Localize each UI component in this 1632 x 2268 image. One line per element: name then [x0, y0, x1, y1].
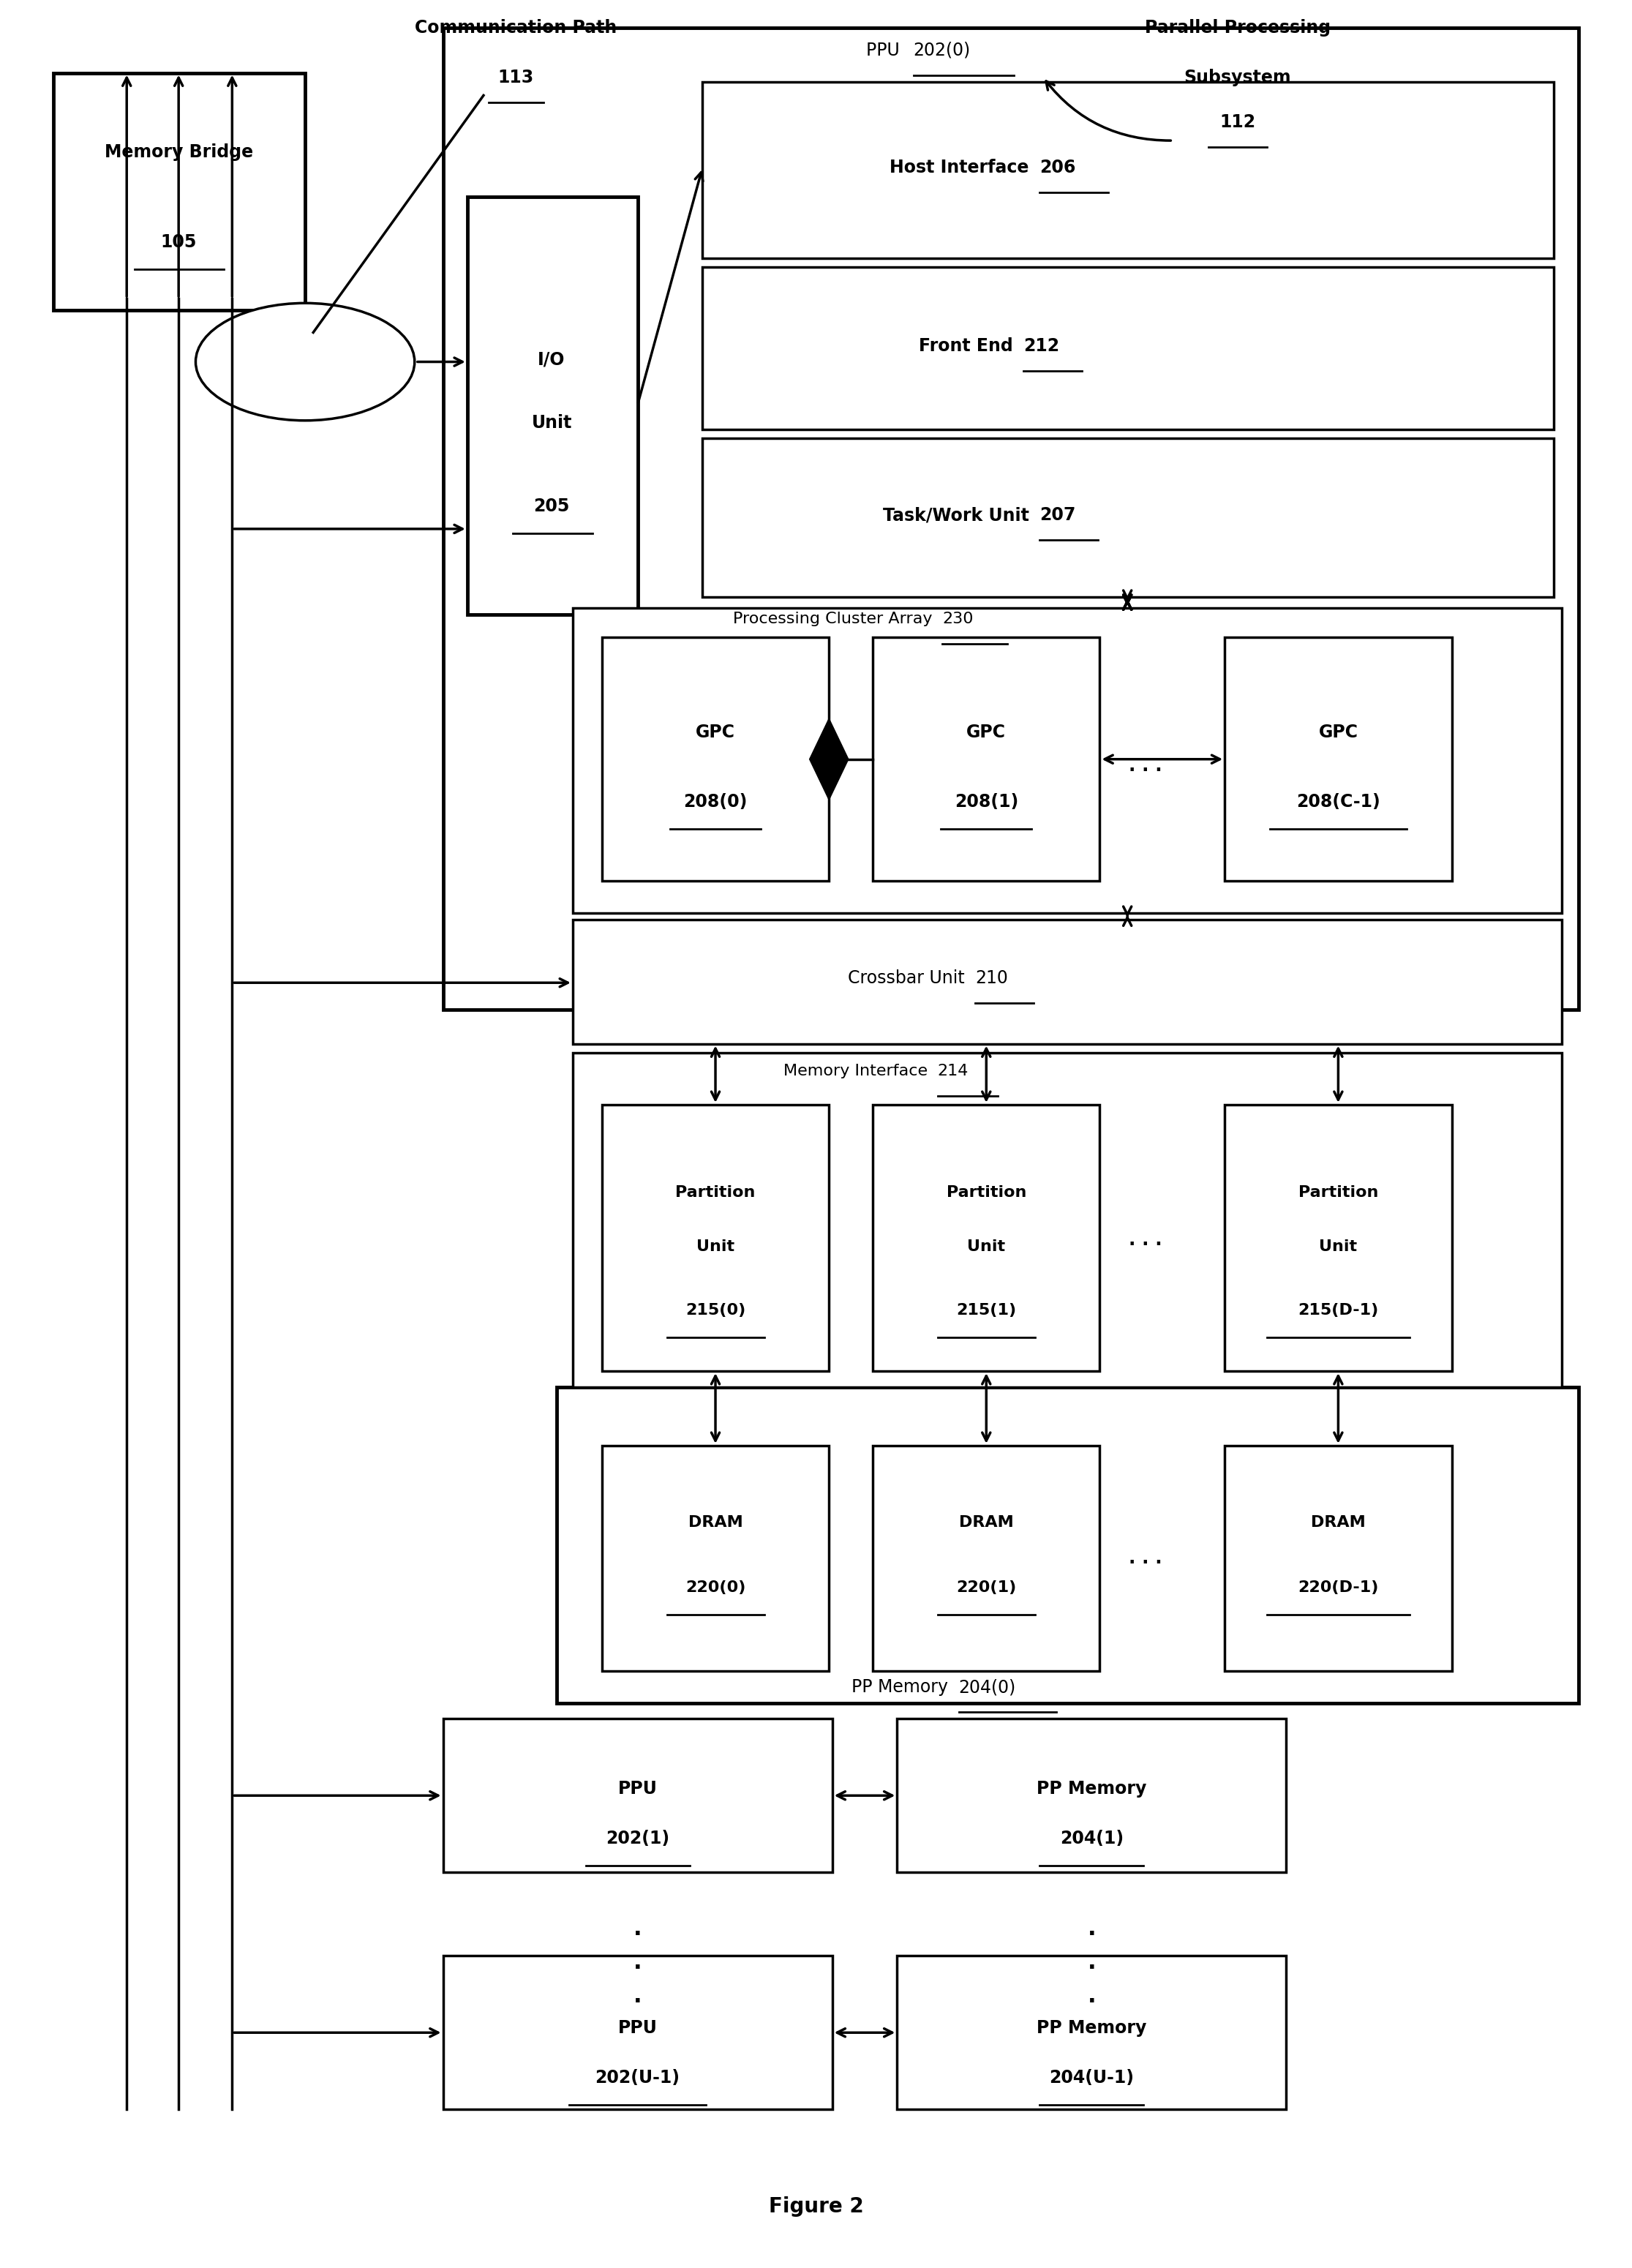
FancyBboxPatch shape: [573, 1052, 1562, 1386]
Text: DRAM: DRAM: [689, 1515, 743, 1529]
Text: 204(0): 204(0): [958, 1678, 1017, 1696]
Text: 206: 206: [1040, 159, 1075, 177]
Text: Partition: Partition: [947, 1186, 1027, 1200]
Text: 112: 112: [1219, 113, 1255, 132]
Text: .: .: [633, 1987, 641, 2007]
Text: 205: 205: [534, 497, 570, 515]
Text: Unit: Unit: [697, 1241, 734, 1254]
Text: 204(U-1): 204(U-1): [1049, 2068, 1134, 2087]
Ellipse shape: [196, 304, 415, 420]
Text: 220(D-1): 220(D-1): [1297, 1581, 1379, 1594]
Text: PPU: PPU: [619, 2019, 658, 2037]
Text: Figure 2: Figure 2: [769, 2195, 863, 2216]
Text: Unit: Unit: [532, 415, 571, 431]
FancyBboxPatch shape: [702, 268, 1554, 429]
FancyBboxPatch shape: [702, 82, 1554, 259]
Text: Memory Bridge: Memory Bridge: [104, 143, 253, 161]
Text: GPC: GPC: [1319, 723, 1358, 742]
FancyBboxPatch shape: [442, 27, 1578, 1009]
Text: 202(1): 202(1): [605, 1830, 669, 1846]
Text: 210: 210: [974, 968, 1009, 987]
Text: 208(C-1): 208(C-1): [1296, 794, 1381, 812]
Text: Partition: Partition: [676, 1186, 756, 1200]
FancyBboxPatch shape: [1224, 1105, 1452, 1372]
FancyBboxPatch shape: [54, 73, 305, 311]
Text: 220(1): 220(1): [956, 1581, 1017, 1594]
Text: DRAM: DRAM: [1310, 1515, 1366, 1529]
Text: 220(0): 220(0): [685, 1581, 746, 1594]
FancyBboxPatch shape: [702, 438, 1554, 596]
Text: PP Memory: PP Memory: [1036, 2019, 1147, 2037]
Text: . . .: . . .: [1129, 1549, 1162, 1567]
Text: DRAM: DRAM: [960, 1515, 1013, 1529]
Text: .: .: [1087, 1919, 1097, 1939]
Text: Memory Interface: Memory Interface: [783, 1064, 934, 1077]
Text: PP Memory: PP Memory: [852, 1678, 953, 1696]
Text: Partition: Partition: [1297, 1186, 1379, 1200]
Text: .: .: [1087, 1987, 1097, 2007]
Text: PPU: PPU: [867, 41, 906, 59]
FancyBboxPatch shape: [557, 1386, 1578, 1703]
FancyBboxPatch shape: [873, 1105, 1100, 1372]
Text: 202(U-1): 202(U-1): [596, 2068, 681, 2087]
Polygon shape: [809, 719, 849, 801]
Text: 208(0): 208(0): [684, 794, 747, 812]
Text: GPC: GPC: [966, 723, 1005, 742]
Text: 207: 207: [1040, 506, 1075, 524]
Text: 215(D-1): 215(D-1): [1297, 1302, 1379, 1318]
Text: Unit: Unit: [968, 1241, 1005, 1254]
FancyBboxPatch shape: [602, 1105, 829, 1372]
FancyBboxPatch shape: [573, 919, 1562, 1043]
Text: Communication Path: Communication Path: [415, 18, 617, 36]
Text: 113: 113: [498, 68, 534, 86]
FancyBboxPatch shape: [898, 1955, 1286, 2109]
Text: Crossbar Unit: Crossbar Unit: [847, 968, 969, 987]
Text: PPU: PPU: [619, 1780, 658, 1799]
Text: Task/Work Unit: Task/Work Unit: [883, 506, 1035, 524]
FancyBboxPatch shape: [1224, 1445, 1452, 1672]
Text: . . .: . . .: [1129, 1232, 1162, 1250]
FancyBboxPatch shape: [873, 637, 1100, 882]
Text: I/O: I/O: [539, 352, 565, 367]
Text: 215(0): 215(0): [685, 1302, 746, 1318]
Text: . . .: . . .: [1129, 758, 1162, 776]
FancyBboxPatch shape: [442, 1719, 832, 1873]
FancyBboxPatch shape: [873, 1445, 1100, 1672]
Text: .: .: [633, 1919, 641, 1939]
Text: Unit: Unit: [1319, 1241, 1358, 1254]
Text: GPC: GPC: [695, 723, 734, 742]
Text: PP Memory: PP Memory: [1036, 1780, 1147, 1799]
Text: Parallel Processing: Parallel Processing: [1144, 18, 1330, 36]
Text: 212: 212: [1023, 338, 1059, 354]
FancyBboxPatch shape: [1224, 637, 1452, 882]
FancyBboxPatch shape: [573, 608, 1562, 912]
Text: .: .: [1087, 1953, 1097, 1973]
Text: 215(1): 215(1): [956, 1302, 1017, 1318]
FancyBboxPatch shape: [442, 1955, 832, 2109]
Text: Front End: Front End: [919, 338, 1018, 354]
FancyBboxPatch shape: [602, 637, 829, 882]
FancyBboxPatch shape: [602, 1445, 829, 1672]
Text: Processing Cluster Array: Processing Cluster Array: [733, 612, 938, 626]
Text: Subsystem: Subsystem: [1185, 68, 1291, 86]
FancyBboxPatch shape: [467, 197, 638, 615]
Text: 105: 105: [160, 234, 197, 252]
Text: 208(1): 208(1): [955, 794, 1018, 812]
Text: 204(1): 204(1): [1059, 1830, 1123, 1846]
Text: Host Interface: Host Interface: [889, 159, 1035, 177]
Text: 214: 214: [938, 1064, 969, 1077]
Text: 230: 230: [943, 612, 974, 626]
Text: 202(0): 202(0): [914, 41, 971, 59]
Text: .: .: [633, 1953, 641, 1973]
FancyBboxPatch shape: [898, 1719, 1286, 1873]
